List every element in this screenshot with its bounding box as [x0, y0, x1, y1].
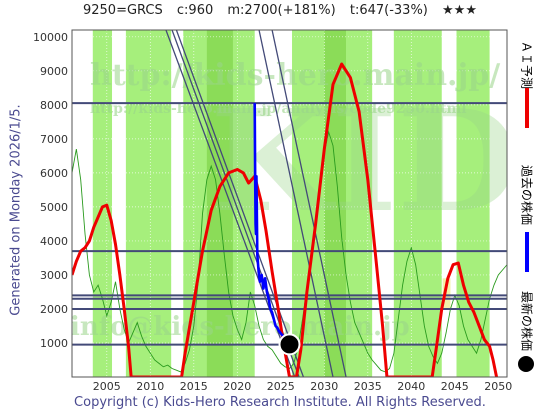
- y-tick-label-3: 4000: [40, 235, 68, 248]
- legend-ai-forecast-swatch-wrap: [512, 88, 542, 128]
- x-tick-label-3: 2020: [223, 380, 251, 393]
- legend-past-price: 過去の株価: [512, 160, 542, 230]
- plot-band-6: [206, 30, 233, 377]
- header-line: 9250=GRCS c:960 m:2700(+181%) t:647(-33%…: [0, 3, 560, 18]
- x-tick-label-4: 2025: [267, 380, 295, 393]
- legend-past-price-label: 過去の株価: [519, 164, 534, 226]
- x-tick-label-0: 2005: [93, 380, 121, 393]
- trend-line-3: [258, 30, 334, 377]
- y-tick-label-1: 2000: [40, 303, 68, 316]
- x-tick-label-6: 2035: [354, 380, 382, 393]
- plot-band-3: [125, 30, 172, 377]
- header-current-price: c:960: [176, 3, 214, 18]
- legend-latest-price-label: 最新の株価: [519, 290, 534, 352]
- plot-band-13: [393, 30, 442, 377]
- plot-layer: KIDShttp://kids-hero.main.jp/http://kids…: [70, 30, 507, 377]
- generated-label-wrap: Generated on Monday 2026/1/5.: [6, 40, 26, 380]
- header-rating: ★★★: [442, 3, 477, 18]
- y-tick-label-2: 3000: [40, 269, 68, 282]
- header-midterm: m:2700(+181%): [227, 3, 336, 18]
- x-tick-label-7: 2040: [397, 380, 425, 393]
- legend-latest-price-marker: [518, 356, 534, 372]
- generated-label: Generated on Monday 2026/1/5.: [8, 104, 24, 316]
- watermark-url: http://kids-hero.main.jp/: [90, 58, 500, 93]
- x-tick-label-5: 2030: [310, 380, 338, 393]
- plot-band-5: [183, 30, 207, 377]
- header-target: t:647(-33%): [349, 3, 428, 18]
- y-tick-label-7: 8000: [40, 99, 68, 112]
- x-tick-label-2: 2015: [180, 380, 208, 393]
- x-tick-label-8: 2045: [441, 380, 469, 393]
- y-tick-label-9: 10000: [33, 31, 68, 44]
- trend-line-1: [171, 30, 300, 377]
- latest-price-marker: [278, 333, 301, 356]
- y-tick-label-4: 5000: [40, 201, 68, 214]
- legend-latest-price: 最新の株価: [512, 286, 542, 356]
- header-ticker: 9250=GRCS: [82, 3, 163, 18]
- y-tick-label-6: 7000: [40, 133, 68, 146]
- trend-line-2: [175, 30, 305, 377]
- legend-past-price-swatch: [525, 232, 529, 272]
- y-tick-label-5: 6000: [40, 167, 68, 180]
- plot-band-7: [232, 30, 255, 377]
- y-tick-label-8: 9000: [40, 65, 68, 78]
- legend-ai-forecast-swatch: [525, 88, 529, 128]
- series-past_price: [253, 103, 291, 346]
- plot-border: [71, 29, 508, 378]
- plot-band-4: [171, 30, 184, 377]
- x-tick-label-9: 2050: [484, 380, 512, 393]
- watermark-url-analysis: http://kids-hero.main.jp/analysis/code92…: [90, 101, 467, 117]
- y-tick-label-0: 1000: [40, 337, 68, 350]
- plot-band-16: [489, 30, 507, 377]
- plot-band-highlight: [442, 278, 451, 309]
- x-tick-label-1: 2010: [136, 380, 164, 393]
- legend-past-price-swatch-wrap: [512, 232, 542, 272]
- plot-band-1: [92, 30, 113, 377]
- copyright-text: Copyright (c) Kids-Hero Research Institu…: [74, 395, 486, 410]
- watermark-email: info@kids-hero.main.jp: [70, 312, 410, 342]
- legend-ai-forecast-label: ＡＩ予測: [519, 40, 534, 90]
- trend-line-4: [271, 30, 347, 377]
